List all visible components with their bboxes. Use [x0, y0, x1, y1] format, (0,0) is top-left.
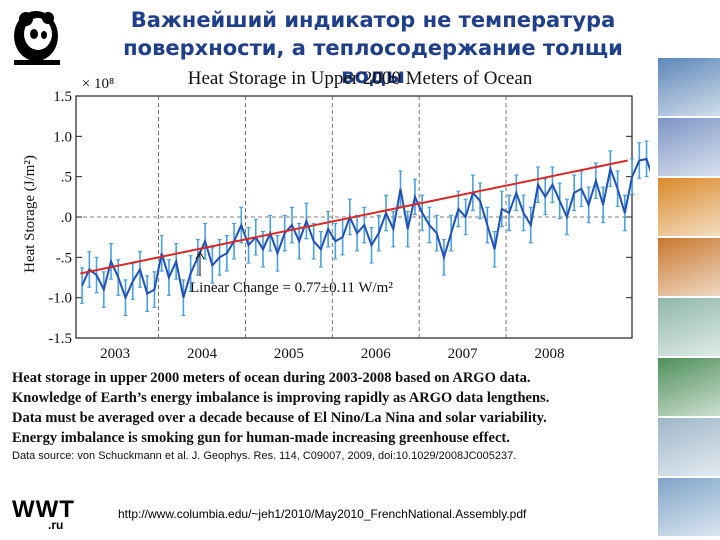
y-tick-label: -.5 — [56, 250, 72, 266]
swan-photo — [658, 418, 720, 476]
polar-bear-photo — [658, 58, 720, 116]
snowy-forest-photo — [658, 298, 720, 356]
lake-photo — [658, 358, 720, 416]
caption-line-4: Energy imbalance is smoking gun for huma… — [12, 430, 510, 446]
tiger-photo — [658, 238, 720, 296]
heat-storage-chart: Heat Storage in Upper 2000 Meters of Oce… — [22, 68, 650, 362]
y-tick-label: .5 — [61, 170, 72, 186]
y-tick-label: 1.5 — [53, 89, 72, 105]
y-tick-label: 1.0 — [53, 129, 72, 145]
trend-line — [80, 159, 628, 275]
x-tick-label: 2006 — [361, 346, 392, 362]
y-tick-label: -1.0 — [48, 291, 72, 307]
heat-storage-series-line — [81, 157, 650, 301]
chart-caption: Heat storage in upper 2000 meters of oce… — [12, 368, 652, 464]
y-axis-label: Heat Storage (J/m²) — [22, 155, 38, 273]
y-multiplier: × 10⁸ — [82, 76, 114, 92]
chart-annotation: Linear Change = 0.77±0.11 W/m² — [190, 280, 393, 296]
title-line-1: Важнейший индикатор не температура — [130, 8, 616, 32]
caption-line-3: Data must be averaged over a decade beca… — [12, 410, 547, 426]
chart-title: Heat Storage in Upper 2000 Meters of Oce… — [188, 68, 533, 89]
title-line-2: поверхности, а теплосодержание толщи вод… — [123, 36, 623, 88]
page-title: Важнейший индикатор не температура повер… — [88, 6, 658, 90]
x-tick-label: 2005 — [274, 346, 304, 362]
y-tick-label: -1.5 — [48, 331, 72, 347]
sunset-photo — [658, 178, 720, 236]
wwt-logo-suffix: .ru — [48, 518, 64, 532]
mountain-photo — [658, 118, 720, 176]
wwt-logo: WWT — [12, 496, 75, 523]
field-photo — [658, 478, 720, 536]
source-url[interactable]: http://www.columbia.edu/~jeh1/2010/May20… — [118, 507, 527, 521]
x-tick-label: 2007 — [448, 346, 479, 362]
x-tick-label: 2003 — [100, 346, 130, 362]
caption-line-1: Heat storage in upper 2000 meters of oce… — [12, 370, 531, 386]
annotation-arrowhead — [195, 250, 205, 260]
wwf-panda-logo — [8, 6, 68, 68]
nature-photo-strip — [658, 58, 720, 540]
caption-line-2: Knowledge of Earth’s energy imbalance is… — [12, 390, 550, 406]
data-source: Data source: von Schuckmann et al. J. Ge… — [12, 450, 517, 462]
x-tick-label: 2004 — [187, 346, 218, 362]
y-tick-label: .0 — [61, 210, 72, 226]
x-tick-label: 2008 — [534, 346, 564, 362]
